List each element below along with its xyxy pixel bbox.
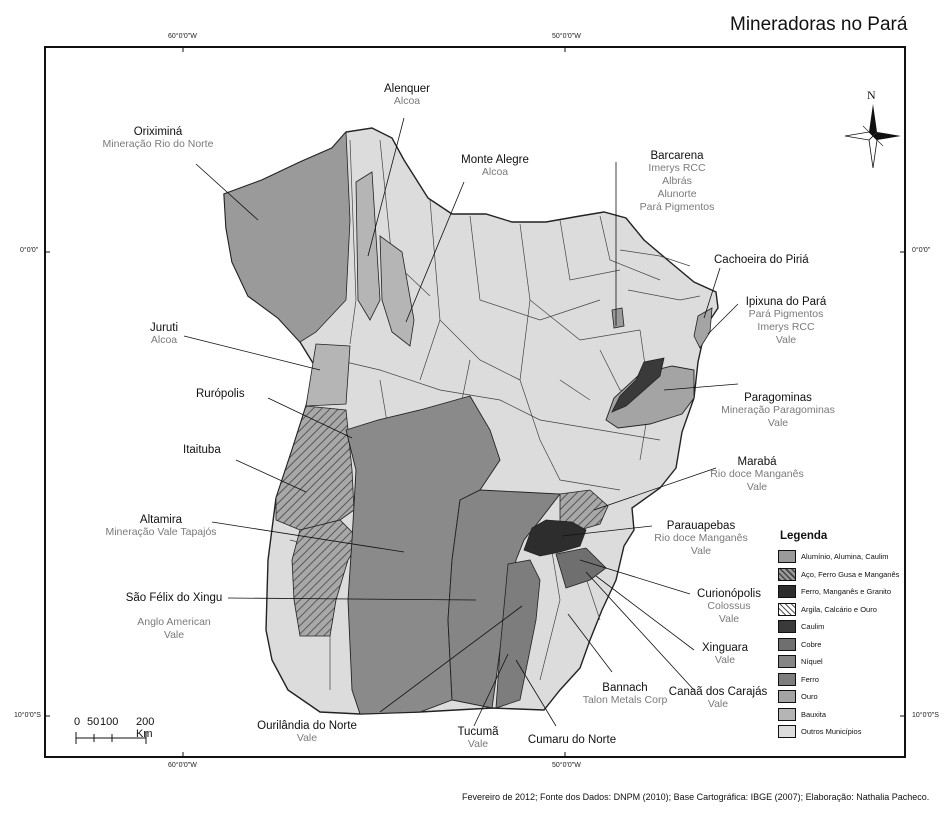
region-ipixuna	[611, 357, 665, 413]
region-ourilandia	[495, 559, 541, 709]
legend-swatch	[778, 567, 796, 581]
map-title: Mineradoras no Pará	[730, 14, 908, 35]
region-canaa	[555, 547, 607, 589]
coord-left-top: 0°0'0"	[20, 247, 39, 254]
coord-top-left: 60°0'0"W	[168, 33, 197, 40]
legend-swatch	[778, 550, 796, 564]
legend-swatch	[778, 690, 796, 704]
label-altamira: Altamira Mineração Vale Tapajós	[105, 514, 217, 538]
region-alenquer	[355, 171, 381, 321]
label-alenquer: Alenquer Alcoa	[383, 83, 431, 107]
label-ruropolis: Rurópolis	[196, 388, 245, 400]
legend-swatch	[778, 602, 796, 616]
label-itaituba: Itaituba	[183, 444, 221, 456]
legend-swatch	[778, 725, 796, 739]
label-parauapebas: Parauapebas Rio doce Manganês Vale	[654, 520, 748, 557]
label-ipixuna: Ipixuna do Pará Pará Pigmentos Imerys RCC…	[745, 296, 827, 346]
legend: Legenda Alumínio, Alumina, Caulim Aço, Fe…	[778, 530, 906, 741]
legend-swatch	[778, 620, 796, 634]
region-juruti	[305, 343, 351, 407]
legend-label: Ferro	[801, 674, 819, 684]
legend-label: Bauxita	[801, 709, 827, 719]
region-parauapebas	[523, 519, 587, 557]
label-monte-alegre: Monte Alegre Alcoa	[461, 154, 529, 178]
label-xinguara: Xinguara Vale	[701, 642, 749, 666]
coord-right-bottom: 10°0'0"S	[912, 712, 939, 719]
label-canaa: Canaã dos Carajás Vale	[668, 686, 768, 710]
legend-item: Bauxita	[778, 706, 906, 724]
label-ourilandia: Ourilândia do Norte Vale	[257, 720, 357, 744]
coord-right-top: 0°0'0"	[912, 247, 931, 254]
legend-swatch	[778, 585, 796, 599]
legend-label: Ouro	[801, 692, 818, 702]
legend-item: Níquel	[778, 653, 906, 671]
coord-left-bottom: 10°0'0"S	[14, 712, 41, 719]
legend-item: Ouro	[778, 688, 906, 706]
map-frame	[44, 46, 906, 758]
label-juruti: Juruti Alcoa	[149, 322, 179, 346]
legend-label: Argila, Calcário e Ouro	[801, 604, 877, 614]
region-itaituba	[275, 405, 355, 531]
legend-label: Alumínio, Alumina, Caulim	[801, 552, 889, 562]
label-cumaru: Cumaru do Norte	[527, 734, 617, 746]
legend-label: Aço, Ferro Gusa e Manganês	[801, 569, 900, 579]
region-altamira-hatch	[291, 519, 361, 637]
legend-label: Caulim	[801, 622, 825, 632]
label-oriximina: Oriximiná Mineração Rio do Norte	[102, 126, 214, 150]
region-paragominas	[605, 365, 695, 429]
footer-credits: Fevereiro de 2012; Fonte dos Dados: DNPM…	[462, 792, 930, 802]
legend-label: Níquel	[801, 657, 823, 667]
legend-item: Argila, Calcário e Ouro	[778, 601, 906, 619]
legend-item: Cobre	[778, 636, 906, 654]
coord-bottom-right: 50°0'0"W	[552, 762, 581, 769]
legend-item: Alumínio, Alumina, Caulim	[778, 548, 906, 566]
legend-swatch	[778, 637, 796, 651]
label-barcarena: Barcarena Imerys RCC Albrás Alunorte Pará …	[639, 150, 715, 213]
label-cachoeira: Cachoeira do Piriá	[714, 254, 809, 266]
legend-label: Ferro, Manganês e Granito	[801, 587, 892, 597]
label-bannach: Bannach Talon Metals Corp	[582, 682, 668, 706]
legend-swatch	[778, 655, 796, 669]
compass-rose	[844, 104, 901, 169]
legend-item: Aço, Ferro Gusa e Manganês	[778, 566, 906, 584]
region-oriximina	[223, 130, 351, 343]
north-label: N	[867, 88, 876, 102]
coord-top-right: 50°0'0"W	[552, 33, 581, 40]
region-barcarena	[611, 307, 625, 329]
legend-label: Outros Municípios	[801, 727, 862, 737]
label-sao-felix: São Félix do Xingu Anglo American Vale	[125, 592, 223, 641]
legend-title: Legenda	[780, 530, 828, 542]
legend-item: Ferro	[778, 671, 906, 689]
scale-bar-graphic	[75, 732, 147, 744]
label-curionopolis: Curionópolis Colossus Vale	[697, 588, 761, 625]
label-maraba: Marabá Rio doce Manganês Vale	[710, 456, 804, 493]
legend-label: Cobre	[801, 639, 822, 649]
legend-item: Outros Municípios	[778, 723, 906, 741]
label-tucuma: Tucumã Vale	[457, 726, 499, 750]
region-monte-alegre	[379, 235, 415, 347]
coord-bottom-left: 60°0'0"W	[168, 762, 197, 769]
scale-bar: 0 50 100 200 Km	[74, 716, 155, 740]
region-cachoeira	[693, 307, 713, 349]
label-paragominas: Paragominas Mineração Paragominas Vale	[721, 392, 835, 429]
legend-item: Ferro, Manganês e Granito	[778, 583, 906, 601]
legend-swatch	[778, 707, 796, 721]
legend-swatch	[778, 672, 796, 686]
legend-item: Caulim	[778, 618, 906, 636]
